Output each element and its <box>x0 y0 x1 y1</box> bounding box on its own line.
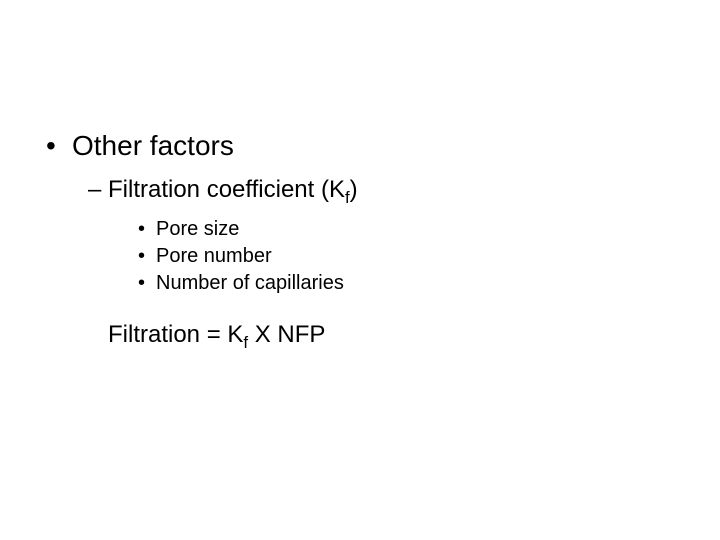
bullet-level2: –Filtration coefficient (Kf) <box>88 176 720 208</box>
level3-text: Pore number <box>156 245 272 267</box>
bullet-icon: • <box>138 218 156 241</box>
slide-body: •Other factors –Filtration coefficient (… <box>0 0 720 540</box>
level2-suffix: ) <box>350 176 358 203</box>
bullet-level3-item: •Pore size <box>138 218 720 241</box>
bullet-level3-item: •Pore number <box>138 245 720 268</box>
equation-line: Filtration = Kf X NFP <box>108 321 720 353</box>
dash-icon: – <box>88 176 108 204</box>
equation-prefix: Filtration = K <box>108 321 243 348</box>
level2-prefix: Filtration coefficient (K <box>108 176 345 203</box>
level1-text: Other factors <box>72 130 234 161</box>
bullet-icon: • <box>46 130 72 162</box>
equation-suffix: X NFP <box>248 321 325 348</box>
bullet-level3-item: •Number of capillaries <box>138 272 720 295</box>
bullet-icon: • <box>138 245 156 268</box>
level3-text: Pore size <box>156 218 239 240</box>
bullet-icon: • <box>138 272 156 295</box>
level3-text: Number of capillaries <box>156 272 344 294</box>
bullet-level1: •Other factors <box>46 130 720 162</box>
